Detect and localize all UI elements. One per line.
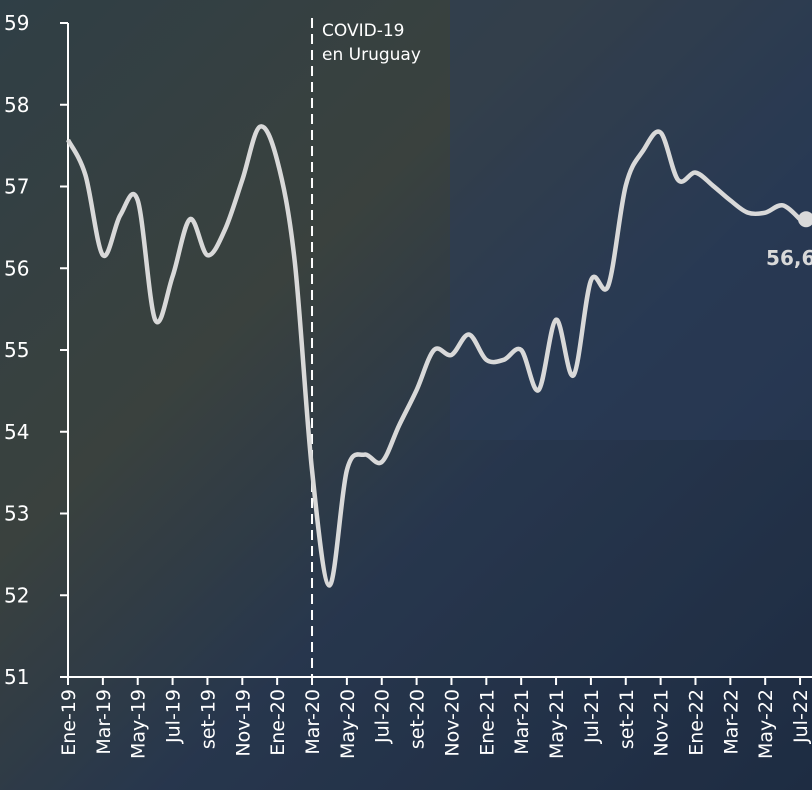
- annotation-text: en Uruguay: [322, 45, 421, 65]
- y-tick-label: 55: [4, 338, 29, 362]
- x-tick-label: Jul-22: [790, 689, 812, 744]
- x-tick-label: May-22: [755, 689, 777, 759]
- x-tick-label: Nov-21: [651, 689, 673, 757]
- x-tick-label: Jul-20: [372, 689, 394, 744]
- y-tick-label: 56: [4, 256, 29, 280]
- x-tick-label: Nov-19: [232, 689, 254, 757]
- y-tick-label: 58: [4, 93, 29, 117]
- value-label: 56,6: [766, 246, 812, 270]
- x-tick-label: Jul-19: [163, 689, 185, 744]
- chart: 51 52 53 54 55 56 57 58 59 Ene-19 Mar-19 May-19 Jul-…: [0, 0, 812, 790]
- page: 51 52 53 54 55 56 57 58 59 Ene-19 Mar-19 May-19 Jul-…: [0, 0, 812, 790]
- x-tick-label: May-20: [337, 689, 359, 759]
- overlay: [0, 0, 812, 790]
- x-tick-label: Mar-21: [511, 689, 533, 755]
- x-tick-label: May-19: [128, 689, 150, 759]
- y-tick-label: 51: [4, 665, 29, 689]
- x-tick-label: Mar-19: [93, 689, 115, 755]
- y-tick-label: 57: [4, 175, 29, 199]
- x-tick-label: Nov-20: [441, 689, 463, 757]
- annotation-text: COVID-19: [322, 21, 404, 41]
- y-tick-label: 52: [4, 583, 29, 607]
- x-tick-label: set-19: [197, 689, 219, 749]
- x-tick-label: Mar-22: [720, 689, 742, 755]
- y-tick-label: 53: [4, 502, 29, 526]
- y-tick-label: 59: [4, 11, 29, 35]
- x-tick-label: Ene-20: [267, 689, 289, 756]
- x-tick-label: set-21: [616, 689, 638, 749]
- x-tick-label: Mar-20: [302, 689, 324, 755]
- x-tick-label: set-20: [407, 689, 429, 749]
- x-tick-label: Ene-19: [58, 689, 80, 756]
- x-tick-label: Ene-21: [476, 689, 498, 756]
- y-tick-label: 54: [4, 420, 29, 444]
- x-tick-label: May-21: [546, 689, 568, 759]
- x-tick-label: Ene-22: [685, 689, 707, 756]
- x-tick-label: Jul-21: [581, 689, 603, 744]
